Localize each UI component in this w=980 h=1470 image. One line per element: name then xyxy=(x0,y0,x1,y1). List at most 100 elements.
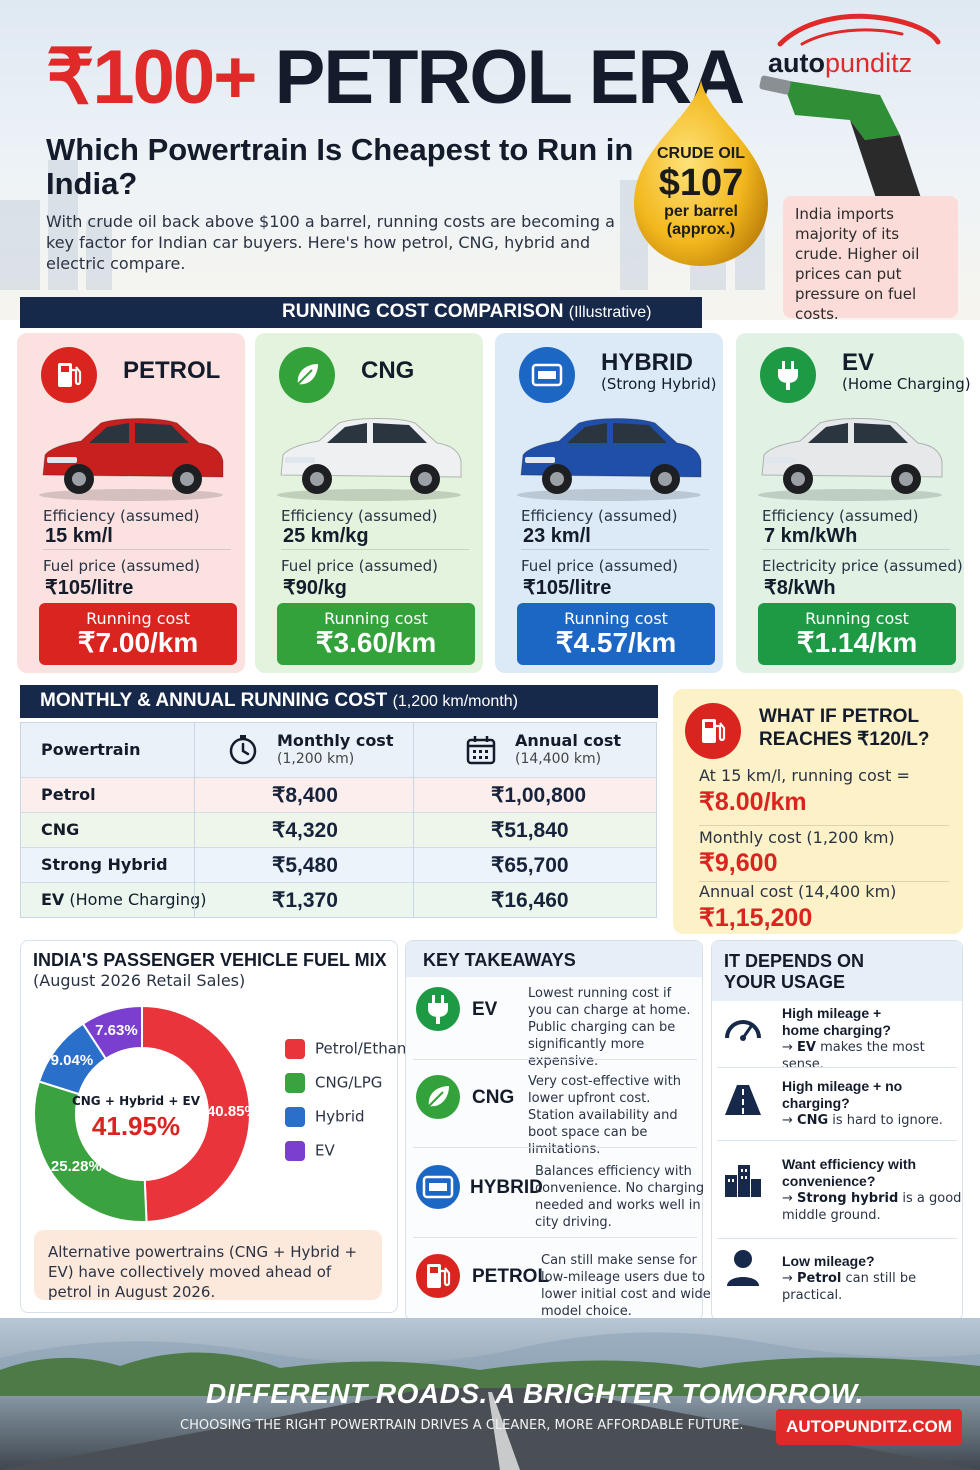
takeaway-name: HYBRID xyxy=(470,1177,543,1198)
fuel-mix-note: Alternative powertrains (CNG + Hybrid + … xyxy=(34,1230,382,1301)
powertrain-badge xyxy=(41,347,97,403)
fuel-mix-subtitle: (August 2026 Retail Sales) xyxy=(33,971,246,990)
usage-icon xyxy=(723,1012,763,1046)
hero-banner xyxy=(0,0,980,320)
card-subtitle: (Strong Hybrid) xyxy=(601,375,717,393)
road-icon xyxy=(725,1085,761,1115)
usage-question: Want efficiency with convenience? xyxy=(782,1156,917,1189)
takeaway-text: Lowest running cost if you can charge at… xyxy=(528,986,691,1069)
plug-icon xyxy=(778,361,798,390)
powertrain-card-petrol: PETROL Efficiency (assumed) 15 km/l Fuel pr… xyxy=(17,333,245,673)
usage-answer-highlight: Strong hybrid xyxy=(797,1191,899,1206)
running-cost-table: Powertrain Monthly cost (1,200 km) Annua… xyxy=(20,722,657,918)
monthly-note: (1,200 km/month) xyxy=(392,693,518,710)
fuel-price-value: ₹105/litre xyxy=(45,577,134,599)
fuel-pump-icon xyxy=(58,363,82,387)
row-powertrain-note: (Home Charging) xyxy=(69,890,207,909)
fuel-mix-pie-chart xyxy=(33,1004,251,1223)
col-annual-header: Annual cost xyxy=(515,731,622,750)
fuel-price-label: Fuel price (assumed) xyxy=(281,557,438,575)
usage-question: Low mileage? xyxy=(782,1253,875,1269)
divider xyxy=(281,549,469,550)
row-monthly-cost: ₹1,370 xyxy=(272,889,338,912)
running-cost-box: Running cost ₹4.57/km xyxy=(517,603,715,665)
calendar-icon xyxy=(466,736,496,765)
oil-drop-icon xyxy=(634,80,768,266)
takeaway-badge xyxy=(416,1075,460,1119)
fuel-pump-icon xyxy=(702,719,726,743)
intro-text: With crude oil back above $100 a barrel,… xyxy=(46,212,615,273)
what-if-title: WHAT IF PETROL REACHES ₹120/L? xyxy=(759,705,929,751)
fuel-mix-panel: INDIA'S PASSENGER VEHICLE FUEL MIX (Augu… xyxy=(20,940,420,1313)
divider xyxy=(521,549,709,550)
crude-oil-badge: CRUDE OIL $107 per barrel (approx.) xyxy=(630,145,772,239)
brand-name-punditz: punditz xyxy=(825,48,913,78)
table-row: Petrol ₹8,400 ₹1,00,800 xyxy=(21,777,656,812)
efficiency-label: Efficiency (assumed) xyxy=(43,507,200,525)
efficiency-label: Efficiency (assumed) xyxy=(521,507,678,525)
brand-name-auto: auto xyxy=(768,48,825,78)
skyline-building xyxy=(86,220,112,290)
legend-item: Petrol/Ethanol xyxy=(285,1039,420,1059)
usage-answer-highlight: EV xyxy=(797,1040,816,1055)
takeaway-name: PETROL xyxy=(472,1266,550,1287)
legend-swatch xyxy=(285,1039,305,1059)
leaf-icon xyxy=(428,1086,449,1107)
pie-center-label: CNG + Hybrid + EV xyxy=(71,1094,201,1108)
brand-logo[interactable]: autopunditz xyxy=(768,48,912,79)
skyline-building xyxy=(48,160,78,290)
fuel-price-value: ₹105/litre xyxy=(523,577,612,599)
divider xyxy=(717,1067,957,1068)
running-cost-label: Running cost xyxy=(805,609,909,628)
crude-approx: (approx.) xyxy=(666,221,736,238)
usage-answer-highlight: Petrol xyxy=(797,1271,842,1286)
fuel-price-label: Electricity price (assumed) xyxy=(762,557,963,575)
usage-arrow: → xyxy=(782,1113,798,1128)
table-header-row xyxy=(21,723,656,777)
divider xyxy=(43,549,231,550)
fuel-price-value: ₹90/kg xyxy=(283,577,347,599)
legend-label: EV xyxy=(315,1141,335,1160)
usage-question: High mileage + home charging? xyxy=(782,1005,891,1038)
divider xyxy=(413,1059,697,1060)
row-powertrain-name: Petrol xyxy=(41,785,96,804)
card-title: HYBRID xyxy=(601,349,694,376)
usage-answer-highlight: CNG xyxy=(797,1113,829,1128)
road-illustration xyxy=(0,1332,980,1470)
fuel-mix-title: INDIA'S PASSENGER VEHICLE FUEL MIX xyxy=(33,950,387,970)
powertrain-card-hybrid: HYBRID (Strong Hybrid) Efficiency (assumed… xyxy=(495,333,723,673)
comparison-title: RUNNING COST COMPARISON xyxy=(282,301,564,322)
row-powertrain: Strong Hybrid xyxy=(41,855,168,874)
speedometer-icon xyxy=(725,1020,761,1041)
crude-label: CRUDE OIL xyxy=(657,145,745,162)
what-if-rate-label: At 15 km/l, running cost = xyxy=(699,766,910,785)
usage-arrow: → xyxy=(782,1191,798,1206)
card-subtitle: (Home Charging) xyxy=(842,375,971,393)
row-monthly-cost: ₹8,400 xyxy=(272,784,338,807)
monthly-title: MONTHLY & ANNUAL RUNNING COST xyxy=(40,690,388,711)
legend-label: Hybrid xyxy=(315,1107,365,1126)
table-divider xyxy=(413,723,414,917)
running-cost-value: ₹3.60/km xyxy=(315,627,437,658)
row-powertrain: Petrol xyxy=(41,785,96,804)
what-if-title-line2: REACHES ₹120/L? xyxy=(759,729,930,750)
usage-title: IT DEPENDS ON YOUR USAGE xyxy=(724,951,864,993)
title-era: PETROL ERA xyxy=(274,35,745,120)
running-cost-value: ₹7.00/km xyxy=(77,627,199,658)
legend-swatch xyxy=(285,1073,305,1093)
what-if-annual-value: ₹1,15,200 xyxy=(699,904,813,932)
clock-icon xyxy=(229,735,257,765)
car-image xyxy=(507,403,711,503)
efficiency-value: 7 km/kWh xyxy=(764,525,858,547)
pie-center xyxy=(76,1048,208,1180)
website-link-button[interactable]: AUTOPUNDITZ.COM xyxy=(776,1409,962,1445)
city-buildings-icon xyxy=(725,1165,761,1197)
battery-icon xyxy=(422,1175,454,1199)
what-if-rate-value: ₹8.00/km xyxy=(699,788,807,816)
row-powertrain: EV (Home Charging) xyxy=(41,890,207,909)
legend-label: CNG/LPG xyxy=(315,1073,383,1092)
efficiency-label: Efficiency (assumed) xyxy=(762,507,919,525)
row-annual-cost: ₹65,700 xyxy=(491,854,569,877)
leaf-icon xyxy=(297,364,318,385)
usage-title-line1: IT DEPENDS ON xyxy=(724,951,865,971)
